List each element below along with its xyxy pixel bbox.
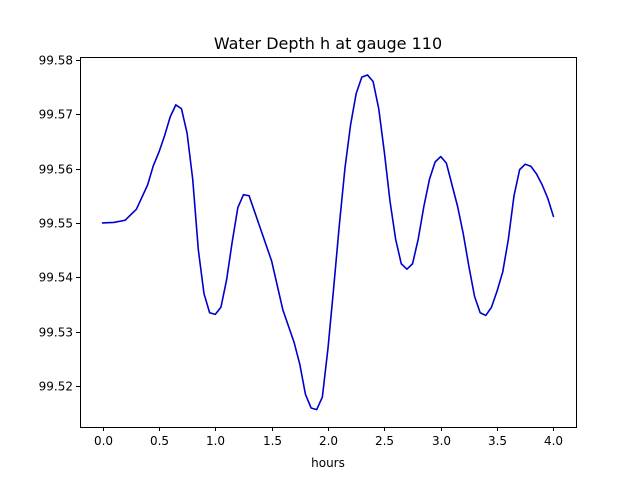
x-axis-label: hours: [311, 456, 345, 470]
y-tick-label: 99.53: [39, 326, 73, 340]
y-tick-label: 99.52: [39, 380, 73, 394]
x-axis: 0.0 0.5 1.0 1.5 2.0 2.5 3.0 3.5 4.0: [94, 427, 563, 448]
x-tick-label: 3.0: [432, 434, 451, 448]
x-tick-label: 1.5: [263, 434, 282, 448]
x-tick-label: 4.0: [544, 434, 563, 448]
x-tick-label: 0.5: [150, 434, 169, 448]
y-tick-label: 99.58: [39, 54, 73, 68]
y-tick-label: 99.57: [39, 108, 73, 122]
y-tick-label: 99.55: [39, 217, 73, 231]
x-tick-label: 2.5: [375, 434, 394, 448]
x-tick-label: 0.0: [94, 434, 113, 448]
x-tick-label: 1.0: [206, 434, 225, 448]
y-tick-label: 99.56: [39, 163, 73, 177]
series-line-0: [101, 74, 555, 411]
x-tick-label: 3.5: [488, 434, 507, 448]
chart-title: Water Depth h at gauge 110: [214, 34, 442, 53]
y-axis: 99.52 99.53 99.54 99.55 99.56 99.57 99.58: [39, 54, 80, 394]
y-tick-label: 99.54: [39, 271, 73, 285]
x-tick-label: 2.0: [319, 434, 338, 448]
